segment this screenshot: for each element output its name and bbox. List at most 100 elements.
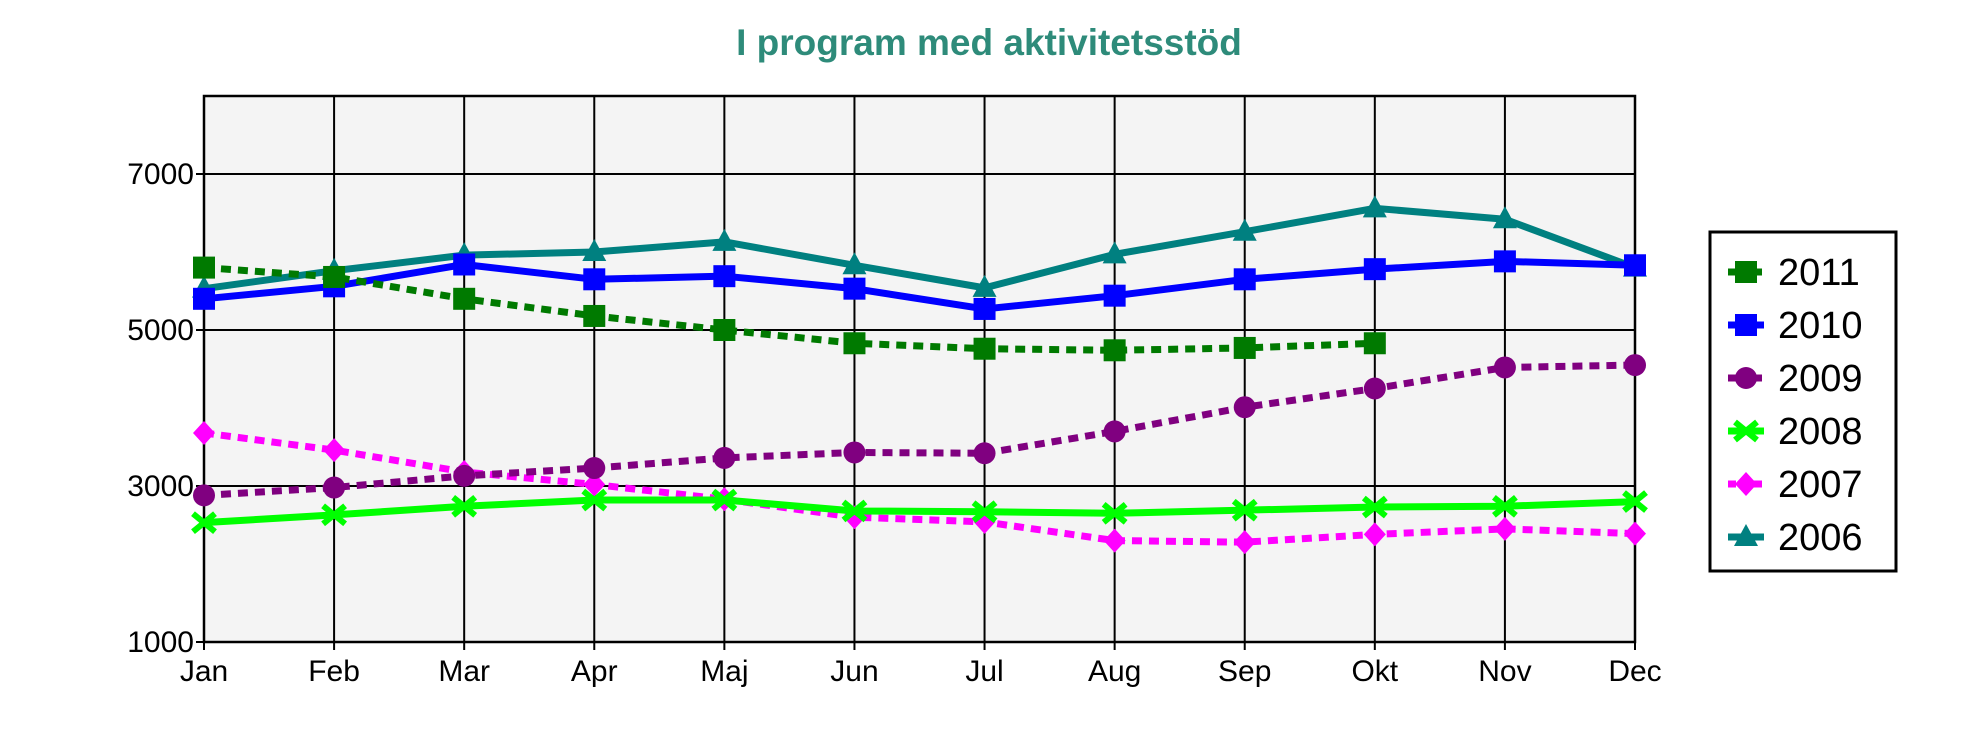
data-point-2011 [453, 287, 476, 310]
data-point-2011 [713, 319, 736, 341]
x-tick-label: Jul [965, 655, 1003, 688]
x-tick-label: Jun [830, 655, 878, 688]
legend-swatch-marker [1735, 472, 1757, 496]
data-point-2009 [453, 464, 476, 487]
data-point-2010 [843, 277, 866, 300]
data-point-2010 [1363, 258, 1386, 281]
data-point-2010 [973, 297, 996, 320]
data-point-2010 [583, 268, 606, 291]
data-point-2010 [1493, 250, 1516, 273]
data-point-2008 [1622, 490, 1648, 513]
data-point-2007 [323, 438, 346, 463]
x-tick-label: Feb [308, 655, 360, 688]
data-point-2010 [193, 287, 215, 310]
data-point-2009 [1493, 356, 1516, 379]
x-tick-label: Jan [180, 655, 228, 688]
data-point-2008 [1101, 501, 1128, 525]
data-point-2010 [1233, 268, 1256, 291]
y-tick-label: 1000 [127, 626, 194, 659]
data-point-2006 [1492, 206, 1517, 229]
y-tick-label: 5000 [127, 314, 194, 347]
legend-label: 2010 [1778, 305, 1863, 347]
data-point-2006 [1362, 195, 1387, 218]
data-point-2009 [1624, 354, 1646, 377]
data-point-2009 [1103, 420, 1126, 443]
marker-stroke [321, 503, 347, 527]
legend-swatch-marker [1735, 261, 1757, 283]
data-point-2007 [1363, 522, 1386, 547]
series-line-2006 [203, 204, 1637, 293]
data-point-2008 [191, 511, 217, 534]
data-point-2007 [1624, 521, 1646, 546]
data-point-2011 [1363, 332, 1386, 355]
marker-stroke [1622, 490, 1648, 513]
data-point-2007 [1233, 530, 1256, 555]
plot-area [204, 96, 1635, 642]
marker-stroke [581, 488, 608, 512]
data-point-2009 [713, 446, 736, 469]
data-point-2009 [1363, 377, 1386, 400]
marker-stroke [1733, 419, 1759, 443]
series-line-2009 [203, 361, 1636, 499]
data-point-2006 [1232, 218, 1257, 241]
data-point-2009 [1233, 396, 1256, 419]
data-point-2010 [713, 265, 736, 288]
data-point-2010 [1103, 284, 1126, 307]
series-line-2010 [203, 257, 1636, 313]
legend-swatch-marker [1735, 314, 1757, 336]
x-tick-label: Dec [1608, 655, 1661, 688]
x-tick-label: Aug [1088, 655, 1141, 688]
x-tick-label: Nov [1478, 655, 1531, 688]
data-point-2006 [712, 228, 737, 251]
marker-stroke [1361, 495, 1388, 519]
legend-item: 2011 [1728, 252, 1860, 294]
data-point-2006 [972, 274, 997, 297]
legend-swatch-marker [1735, 367, 1757, 389]
series-line-2008 [203, 496, 1636, 527]
legend-box [1708, 230, 1898, 573]
data-point-2008 [711, 488, 738, 512]
legend: 2011 2010 2009 2008 2007 2006 [1708, 230, 1898, 573]
data-point-2011 [1103, 339, 1126, 362]
x-tick-label: Mar [438, 655, 490, 688]
marker-stroke [711, 488, 738, 512]
legend-item: 2007 [1728, 464, 1863, 506]
y-tick-label: 7000 [127, 158, 194, 191]
data-point-2006 [582, 239, 607, 261]
legend-label: 2007 [1778, 464, 1863, 506]
data-point-2011 [323, 265, 346, 288]
data-point-2009 [583, 457, 606, 480]
data-point-2009 [323, 476, 346, 499]
data-point-2011 [193, 256, 215, 279]
legend-item: 2006 [1728, 517, 1863, 559]
x-tick-label: Sep [1218, 655, 1271, 688]
data-point-2011 [843, 332, 866, 355]
legend-label: 2009 [1778, 358, 1863, 400]
legend-label: 2008 [1778, 411, 1863, 453]
data-point-2008 [1231, 498, 1258, 522]
legend-item: 2010 [1728, 305, 1863, 347]
data-point-2007 [1103, 528, 1126, 553]
legend-label: 2006 [1778, 517, 1863, 559]
series-line-2011 [203, 264, 1375, 354]
series-2009 [193, 354, 1646, 507]
data-point-2006 [1102, 241, 1127, 264]
data-point-2010 [453, 253, 476, 276]
marker-stroke [971, 500, 998, 524]
x-tick-label: Apr [571, 655, 618, 688]
data-point-2009 [193, 484, 215, 507]
chart-title: I program med aktivitetsstöd [736, 22, 1242, 63]
data-point-2008 [1492, 494, 1518, 518]
data-point-2011 [583, 304, 606, 327]
data-point-2008 [451, 494, 478, 518]
legend-swatch-marker [1734, 524, 1758, 546]
data-point-2009 [973, 442, 996, 465]
data-point-2010 [1624, 254, 1646, 277]
series-2010 [193, 250, 1646, 320]
data-point-2011 [973, 337, 996, 360]
data-point-2006 [842, 252, 867, 275]
data-point-2008 [971, 500, 998, 524]
legend-label: 2011 [1778, 252, 1860, 294]
data-point-2011 [1233, 336, 1256, 359]
